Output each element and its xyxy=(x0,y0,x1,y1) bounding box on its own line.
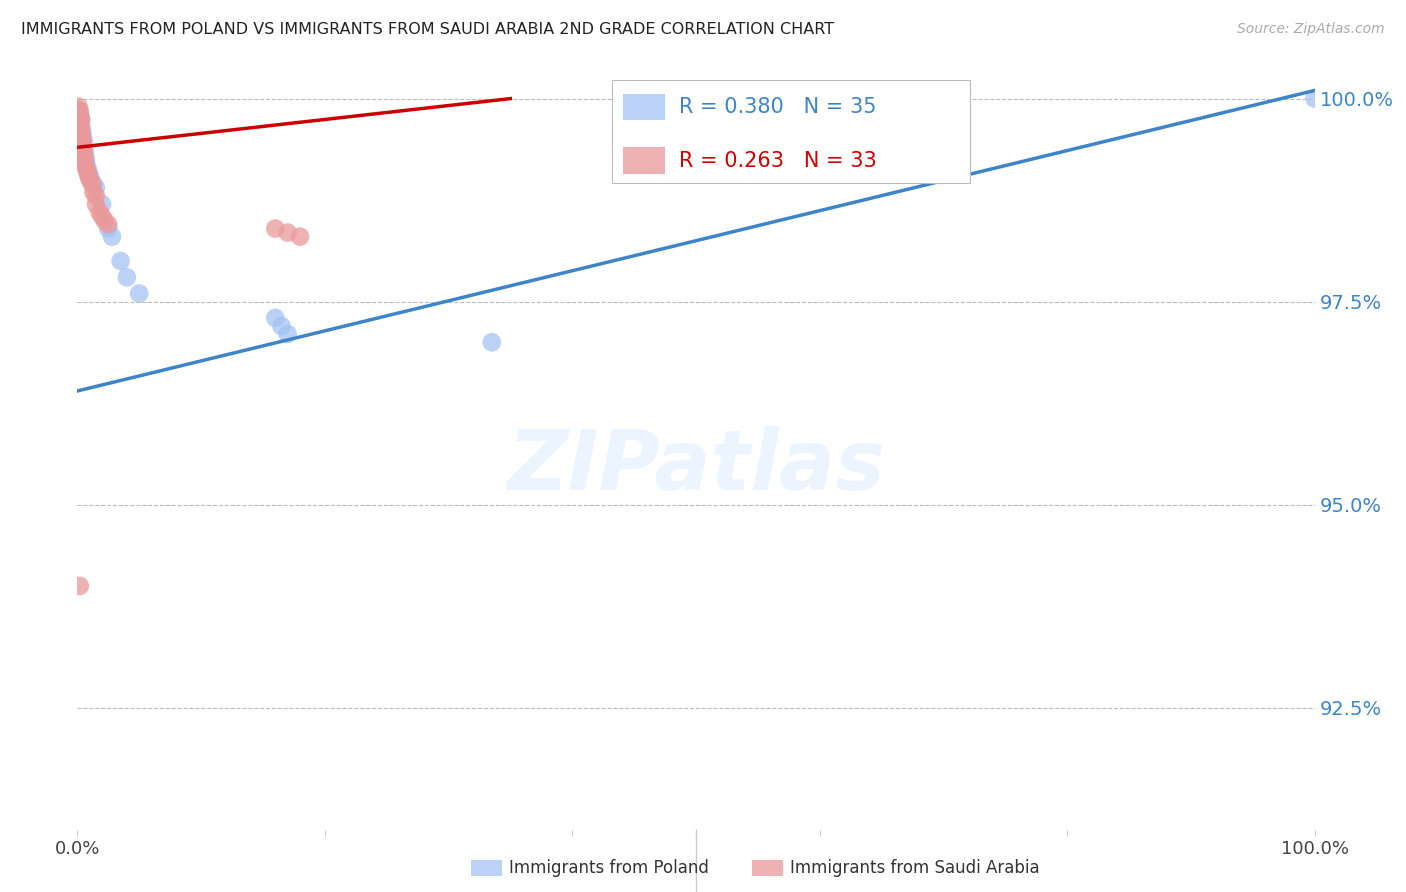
Point xyxy=(277,327,299,342)
Point xyxy=(84,197,107,211)
Point xyxy=(277,226,299,240)
Point xyxy=(115,270,138,285)
Point xyxy=(91,210,114,224)
Point xyxy=(91,197,114,211)
Point xyxy=(97,221,120,235)
Point xyxy=(70,128,93,142)
Point xyxy=(67,103,90,118)
Text: IMMIGRANTS FROM POLAND VS IMMIGRANTS FROM SAUDI ARABIA 2ND GRADE CORRELATION CHA: IMMIGRANTS FROM POLAND VS IMMIGRANTS FRO… xyxy=(21,22,834,37)
Point xyxy=(67,103,90,118)
Point xyxy=(128,286,150,301)
Point xyxy=(69,120,91,134)
Point xyxy=(72,132,94,146)
Point xyxy=(75,161,97,175)
Point xyxy=(76,164,98,178)
Point xyxy=(76,161,98,175)
Point xyxy=(72,148,94,162)
Point xyxy=(70,124,93,138)
Point xyxy=(69,112,91,126)
Point xyxy=(72,132,94,146)
Point xyxy=(72,128,94,142)
Text: ZIPatlas: ZIPatlas xyxy=(508,426,884,508)
Point xyxy=(79,169,101,183)
Point xyxy=(89,205,111,219)
Point xyxy=(72,124,94,138)
Point xyxy=(84,189,107,203)
Point xyxy=(69,108,91,122)
Text: Immigrants from Saudi Arabia: Immigrants from Saudi Arabia xyxy=(790,859,1040,877)
Point xyxy=(70,116,93,130)
Text: R = 0.380   N = 35: R = 0.380 N = 35 xyxy=(679,97,876,117)
Point xyxy=(67,112,90,126)
Point xyxy=(73,145,96,159)
Point xyxy=(270,318,292,333)
Point xyxy=(72,140,94,154)
Point xyxy=(72,145,94,159)
Point xyxy=(69,116,91,130)
Point xyxy=(73,153,96,167)
Point xyxy=(69,103,91,118)
Point xyxy=(72,136,94,151)
Point xyxy=(73,156,96,170)
Point xyxy=(75,153,97,167)
Point xyxy=(70,112,93,126)
Point xyxy=(69,112,91,126)
Text: Immigrants from Poland: Immigrants from Poland xyxy=(509,859,709,877)
Point xyxy=(79,173,101,187)
Point xyxy=(70,112,93,126)
Point xyxy=(73,148,96,162)
Point xyxy=(84,181,107,195)
Point xyxy=(72,140,94,154)
Point xyxy=(97,218,120,232)
Point xyxy=(80,173,103,187)
Point xyxy=(77,169,100,183)
Point xyxy=(69,579,91,593)
Point xyxy=(67,100,90,114)
Text: R = 0.263   N = 33: R = 0.263 N = 33 xyxy=(679,151,877,170)
Point xyxy=(70,120,93,134)
Point xyxy=(75,156,97,170)
Point xyxy=(93,213,115,227)
Point xyxy=(70,124,93,138)
Point xyxy=(72,136,94,151)
Point xyxy=(264,221,287,235)
Point xyxy=(481,335,503,350)
Point xyxy=(69,108,91,122)
Point xyxy=(288,229,311,244)
Point xyxy=(264,310,287,325)
Point xyxy=(1303,92,1326,106)
Point xyxy=(110,254,132,268)
Point xyxy=(82,177,104,191)
Point xyxy=(69,116,91,130)
Point xyxy=(82,185,104,199)
Point xyxy=(101,229,124,244)
Point xyxy=(77,164,100,178)
Point xyxy=(82,177,104,191)
Text: Source: ZipAtlas.com: Source: ZipAtlas.com xyxy=(1237,22,1385,37)
